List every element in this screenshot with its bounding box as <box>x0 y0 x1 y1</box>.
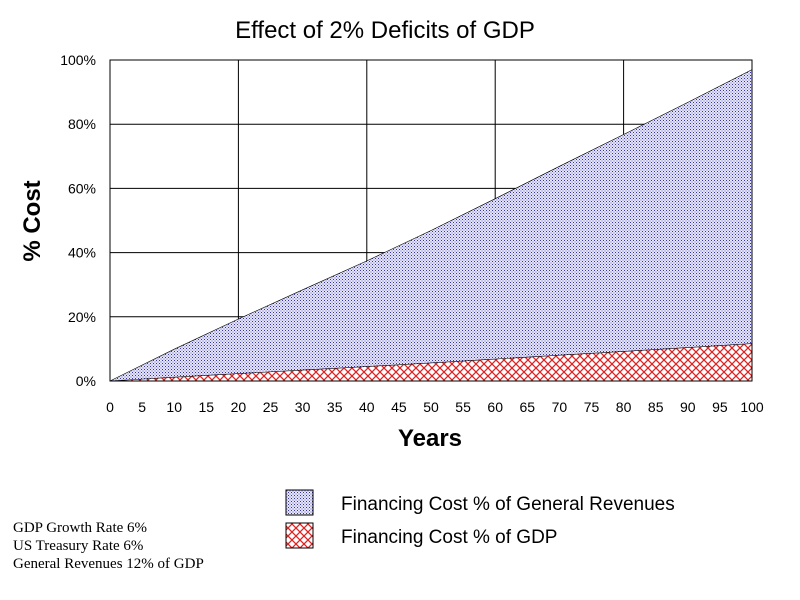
x-tick-label: 10 <box>166 399 182 415</box>
y-tick-label: 80% <box>68 116 96 132</box>
x-tick-label: 0 <box>106 399 114 415</box>
x-tick-label: 75 <box>584 399 600 415</box>
x-tick-label: 95 <box>712 399 728 415</box>
x-tick-label: 20 <box>231 399 247 415</box>
x-tick-label: 45 <box>391 399 407 415</box>
note-gdp-growth: GDP Growth Rate 6% <box>13 520 148 536</box>
y-tick-label: 60% <box>68 180 96 196</box>
x-tick-label: 30 <box>295 399 311 415</box>
y-tick-labels: 0% 20% 40% 60% 80% 100% <box>60 52 96 389</box>
legend-swatch-gdp <box>285 522 314 549</box>
plot-border <box>109 59 753 382</box>
x-tick-label: 80 <box>616 399 632 415</box>
x-tick-label: 55 <box>455 399 471 415</box>
y-tick-label: 0% <box>76 373 96 389</box>
x-tick-label: 35 <box>327 399 343 415</box>
x-tick-label: 40 <box>359 399 375 415</box>
legend-label-general-revenues: Financing Cost % of General Revenues <box>341 494 675 515</box>
x-tick-label: 85 <box>648 399 664 415</box>
y-tick-label: 100% <box>60 52 96 68</box>
x-tick-label: 65 <box>520 399 536 415</box>
chart-title: Effect of 2% Deficits of GDP <box>235 17 535 44</box>
x-tick-label: 90 <box>680 399 696 415</box>
x-tick-label: 50 <box>423 399 439 415</box>
x-tick-label: 15 <box>199 399 215 415</box>
note-general-revenues: General Revenues 12% of GDP <box>13 556 204 572</box>
x-tick-label: 70 <box>552 399 568 415</box>
x-axis-label: Years <box>398 425 462 452</box>
y-tick-label: 20% <box>68 309 96 325</box>
x-tick-label: 60 <box>487 399 503 415</box>
y-axis-label: % Cost <box>19 180 46 261</box>
x-tick-label: 100 <box>740 399 764 415</box>
y-tick-label: 40% <box>68 245 96 261</box>
assumption-notes: GDP Growth Rate 6% US Treasury Rate 6% G… <box>13 519 204 573</box>
x-tick-label: 5 <box>138 399 146 415</box>
x-tick-label: 25 <box>263 399 279 415</box>
legend-swatch-general-revenues <box>285 489 314 516</box>
legend: Financing Cost % of General Revenues Fin… <box>285 489 675 549</box>
x-tick-labels: 0 5 10 15 20 25 30 35 40 45 50 55 60 65 70 75 80 85 90 95 10… <box>106 399 764 415</box>
note-treasury-rate: US Treasury Rate 6% <box>13 538 144 554</box>
legend-label-gdp: Financing Cost % of GDP <box>341 527 557 548</box>
